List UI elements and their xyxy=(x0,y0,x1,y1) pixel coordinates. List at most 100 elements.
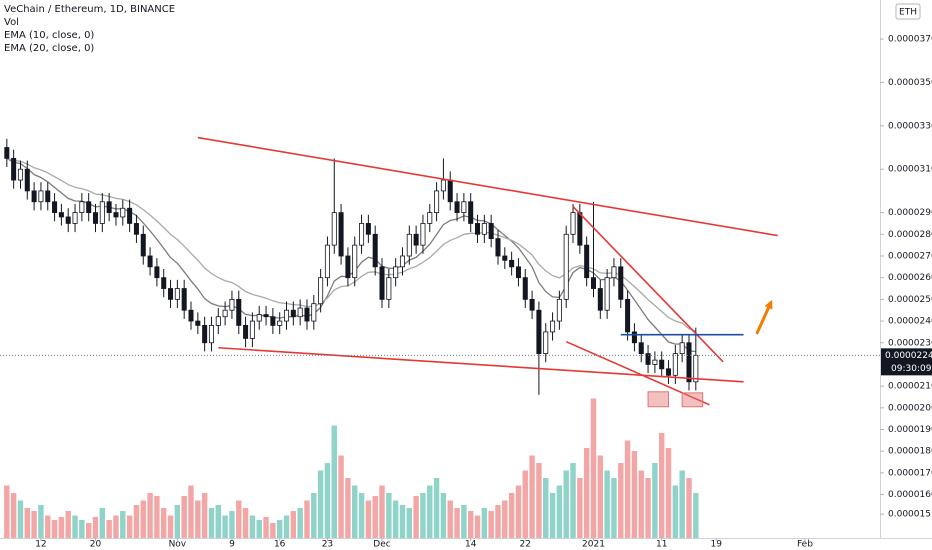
volume-bar xyxy=(467,511,474,538)
candle-body xyxy=(447,179,453,203)
volume-bar xyxy=(72,515,78,538)
x-tick-label: Dec xyxy=(373,540,390,550)
volume-bar xyxy=(174,505,181,538)
x-tick-label: 23 xyxy=(322,540,333,550)
volume-bar xyxy=(645,478,651,538)
x-tick-label: 19 xyxy=(711,540,723,550)
candle-body xyxy=(277,320,283,326)
candle-body xyxy=(120,207,126,218)
last-price-box xyxy=(881,348,932,376)
candle-body xyxy=(365,223,371,235)
volume-bar xyxy=(140,500,146,538)
volume-bar xyxy=(665,448,672,538)
candle-body xyxy=(195,320,201,326)
volume-bar xyxy=(85,523,92,538)
candle-body xyxy=(106,201,112,213)
candle-body xyxy=(229,298,235,311)
x-tick-label: 22 xyxy=(520,540,531,550)
volume-bar xyxy=(597,455,604,538)
candle-body xyxy=(427,212,433,224)
volume-bar xyxy=(686,478,692,538)
volume-bar xyxy=(413,496,419,538)
currency-badge[interactable] xyxy=(895,3,921,20)
candle-body xyxy=(461,201,467,213)
ema-legend: EMA (20, close, 0) xyxy=(4,43,94,54)
volume-bar xyxy=(624,440,631,538)
candle-body xyxy=(481,223,487,235)
trend-line xyxy=(565,340,710,406)
volume-bar xyxy=(215,505,222,538)
candle-body xyxy=(256,314,262,322)
ema-line xyxy=(6,157,697,332)
x-tick-label: 9 xyxy=(229,540,235,550)
candle-body xyxy=(399,255,405,268)
volume-bar xyxy=(242,508,249,538)
x-tick-label: 20 xyxy=(90,540,102,550)
candle-body xyxy=(488,223,494,240)
volume-bar xyxy=(106,520,112,538)
volume-bar xyxy=(556,485,563,538)
candle-body xyxy=(522,277,528,300)
volume-bar xyxy=(263,517,269,538)
volume-bar xyxy=(365,500,372,538)
candle-body xyxy=(4,147,10,159)
volume-bar xyxy=(161,508,167,538)
volume-bar xyxy=(481,508,488,538)
candle-body xyxy=(372,233,378,268)
countdown-label: 09:30:09 xyxy=(891,364,932,374)
y-tick-label: 0.00001600 xyxy=(888,490,932,500)
volume-bar xyxy=(256,520,262,538)
candle-body xyxy=(181,288,187,311)
candle-body xyxy=(338,212,344,257)
candle-body xyxy=(263,314,269,318)
volume-bar xyxy=(495,505,501,538)
volume-bar xyxy=(529,455,535,538)
candle-body xyxy=(113,212,119,218)
volume-bar xyxy=(433,478,440,538)
candle-body xyxy=(515,266,521,279)
volume-bar xyxy=(167,515,174,538)
volume-bar xyxy=(454,508,460,538)
volume-bar xyxy=(406,508,413,538)
volume-bar xyxy=(352,485,358,538)
candle-body xyxy=(52,201,58,213)
volume-bar xyxy=(522,470,528,538)
candle-body xyxy=(243,325,249,339)
candle-body xyxy=(550,320,556,333)
volume-bar xyxy=(372,496,378,538)
candle-body xyxy=(604,277,610,311)
volume-bar xyxy=(420,493,426,538)
candle-body xyxy=(38,190,44,203)
candle-body xyxy=(693,354,699,383)
volume-bar xyxy=(461,505,467,538)
candle-body xyxy=(611,266,617,279)
currency-badge-text[interactable]: ETH xyxy=(899,8,917,18)
candle-body xyxy=(331,212,337,246)
x-tick-label: Nov xyxy=(169,540,187,550)
volume-bar xyxy=(133,505,140,538)
candle-body xyxy=(475,223,481,235)
chart-title: VeChain / Ethereum, 1D, BINANCE xyxy=(4,4,175,15)
trend-line xyxy=(218,346,744,383)
volume-bar xyxy=(222,515,228,538)
candle-body xyxy=(270,316,276,326)
volume-bar xyxy=(276,520,283,538)
candle-body xyxy=(283,309,290,322)
volume-bar xyxy=(45,515,51,538)
volume-bar xyxy=(290,511,297,538)
candle-body xyxy=(188,309,194,322)
candle-body xyxy=(222,309,228,318)
candle-body xyxy=(202,325,208,344)
volume-bar xyxy=(188,485,194,538)
volume-bar xyxy=(181,496,187,538)
candle-body xyxy=(140,233,146,257)
volume-bar xyxy=(324,463,331,538)
candle-body xyxy=(413,233,419,246)
y-tick-label: 0.00003100 xyxy=(888,165,932,175)
candle-body xyxy=(618,266,624,300)
y-tick-label: 0.00003700 xyxy=(888,35,932,45)
candle-body xyxy=(236,298,242,326)
highlight-box xyxy=(647,391,670,408)
volume-bar xyxy=(474,515,481,538)
candle-body xyxy=(570,212,576,235)
